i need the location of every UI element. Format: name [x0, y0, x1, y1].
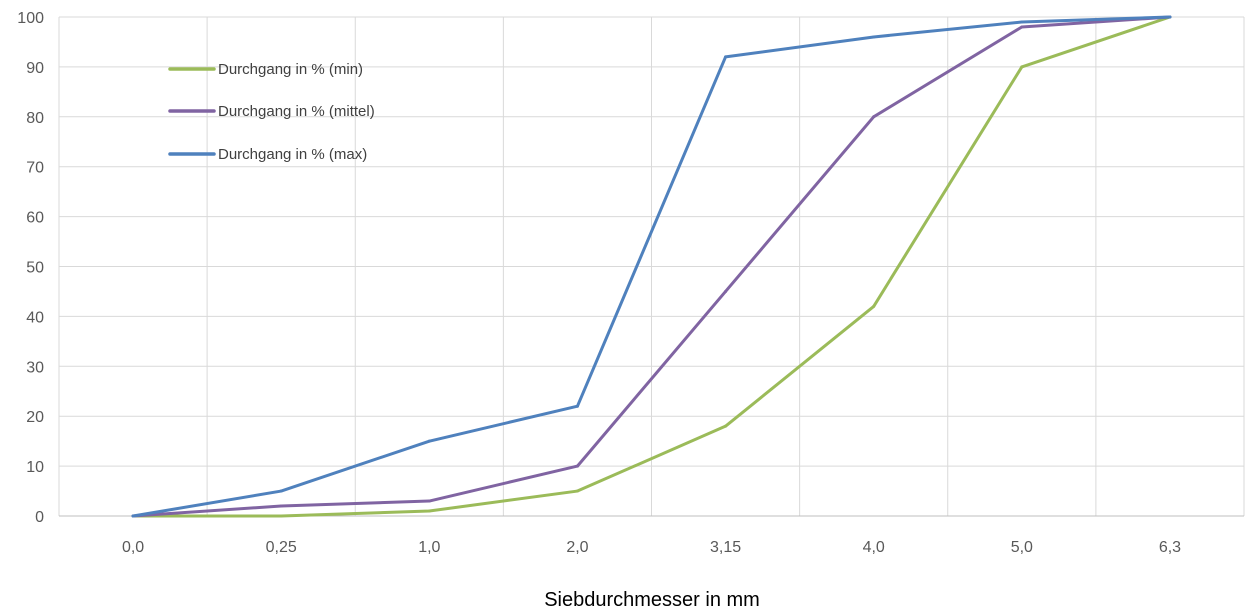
series-point-2: [1020, 20, 1024, 24]
series-point-2: [427, 439, 431, 443]
y-tick-label: 40: [26, 309, 44, 326]
legend-label: Durchgang in % (mittel): [218, 103, 375, 120]
x-tick-label: 5,0: [1011, 539, 1033, 556]
y-tick-label: 0: [35, 509, 44, 526]
series-point-2: [575, 404, 579, 408]
y-tick-label: 50: [26, 260, 44, 277]
series-point-2: [279, 489, 283, 493]
series-point-2: [724, 55, 728, 59]
series-line-1: [131, 15, 1172, 518]
series-point-1: [724, 289, 728, 293]
y-tick-label: 30: [26, 359, 44, 376]
series-point-0: [279, 514, 283, 518]
y-tick-label: 10: [26, 459, 44, 476]
series-point-1: [872, 115, 876, 119]
series-line-2: [131, 15, 1172, 518]
series-line-0: [131, 15, 1172, 518]
series-point-0: [1020, 65, 1024, 69]
series-point-0: [575, 489, 579, 493]
x-tick-label: 4,0: [863, 539, 885, 556]
x-axis-title: Siebdurchmesser in mm: [544, 589, 760, 611]
grid-lines: [58, 16, 1245, 516]
series-point-0: [872, 304, 876, 308]
series-point-2: [131, 514, 135, 518]
y-tick-label: 80: [26, 110, 44, 127]
legend-label: Durchgang in % (min): [218, 61, 363, 78]
series-point-0: [427, 509, 431, 513]
series-point-0: [724, 424, 728, 428]
series-point-2: [872, 35, 876, 39]
series-lines: [131, 15, 1172, 518]
x-tick-label: 3,15: [710, 539, 741, 556]
legend-label: Durchgang in % (max): [218, 146, 367, 163]
y-tick-label: 60: [26, 210, 44, 227]
y-tick-label: 70: [26, 160, 44, 177]
x-tick-label: 2,0: [566, 539, 588, 556]
series-point-2: [1168, 15, 1172, 19]
series-point-1: [575, 464, 579, 468]
axes: 0 10 20 30 40 50 60 70 80 90 100 0,0 0,25 1,0 2,0 3,15 4…: [17, 10, 1244, 556]
y-tick-label: 20: [26, 409, 44, 426]
y-tick-label: 90: [26, 60, 44, 77]
x-tick-label: 0,25: [266, 539, 297, 556]
x-tick-label: 6,3: [1159, 539, 1181, 556]
legend: Durchgang in % (min) Durchgang in % (mitt…: [168, 61, 375, 163]
series-point-1: [1020, 25, 1024, 29]
series-point-1: [279, 504, 283, 508]
x-tick-label: 1,0: [418, 539, 440, 556]
y-tick-label: 100: [17, 10, 44, 27]
x-tick-label: 0,0: [122, 539, 144, 556]
series-point-1: [427, 499, 431, 503]
